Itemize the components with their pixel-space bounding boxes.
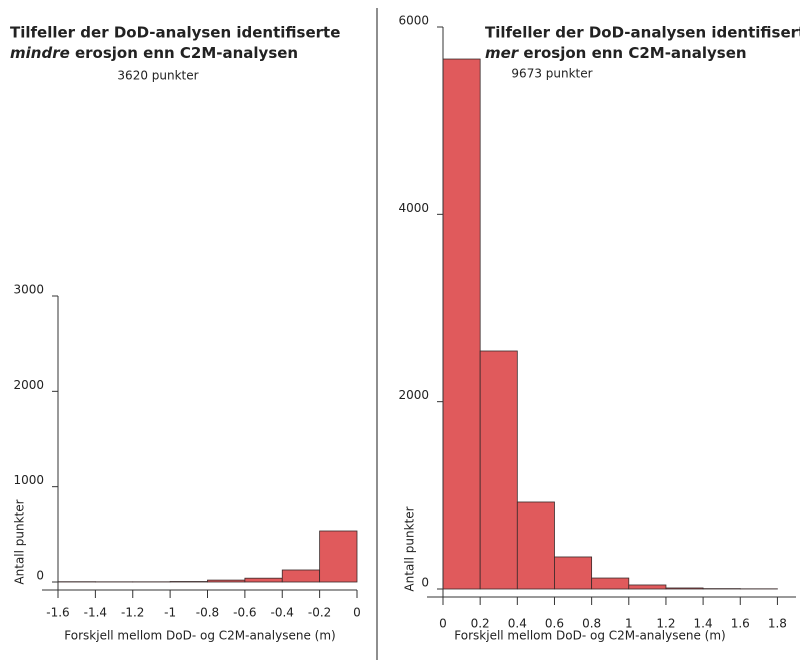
chart-title: Tilfeller der DoD-analysen identifiserte — [10, 24, 340, 42]
x-axis-label: Forskjell mellom DoD- og C2M-analysene (… — [64, 629, 335, 643]
x-tick-label: 1.2 — [656, 617, 675, 631]
x-tick-label: -0.2 — [308, 606, 331, 620]
y-tick-label: 6000 — [398, 14, 429, 28]
bar — [516, 501, 555, 590]
x-tick-label: 0.4 — [508, 617, 527, 631]
y-tick-label: 1000 — [13, 473, 44, 487]
bar — [319, 530, 358, 583]
x-axis-label: Forskjell mellom DoD- og C2M-analysene (… — [454, 629, 725, 643]
title-rest: erosjon enn C2M-analysen — [70, 44, 298, 62]
x-tick-label: 1.4 — [694, 617, 713, 631]
x-tick-label: -1 — [164, 606, 176, 620]
x-tick-label: -1.4 — [84, 606, 107, 620]
y-tick-label: 2000 — [13, 378, 44, 392]
y-tick-label: 2000 — [398, 388, 429, 402]
y-tick-label: 3000 — [13, 283, 44, 297]
title-emphasis: mer — [485, 44, 520, 62]
bar — [554, 556, 593, 590]
x-tick-label: 0.2 — [471, 617, 490, 631]
bar — [281, 569, 321, 583]
subtitle: 9673 punkter — [511, 67, 592, 81]
bar — [591, 577, 630, 590]
x-tick-label: -0.8 — [196, 606, 219, 620]
subtitle: 3620 punkter — [117, 69, 198, 83]
x-tick-label: 0 — [353, 606, 361, 620]
bar — [244, 577, 283, 583]
x-tick-label: 1 — [625, 617, 633, 631]
title-emphasis: mindre — [10, 44, 70, 62]
chart-title: mer erosjon enn C2M-analysen — [485, 44, 747, 62]
x-tick-label: -1.2 — [121, 606, 144, 620]
y-tick-label: 0 — [36, 569, 44, 583]
x-tick-label: 0.6 — [545, 617, 564, 631]
y-axis-label: Antall punkter — [403, 506, 417, 591]
x-tick-label: 1.8 — [768, 617, 787, 631]
chart-title: mindre erosjon enn C2M-analysen — [10, 44, 298, 62]
x-tick-label: -0.6 — [233, 606, 256, 620]
bar — [628, 584, 667, 590]
y-tick-label: 4000 — [398, 201, 429, 215]
y-axis-label: Antall punkter — [13, 499, 27, 584]
x-tick-label: 1.6 — [731, 617, 750, 631]
chart-title: Tilfeller der DoD-analysen identifiserte — [485, 24, 800, 42]
x-tick-label: 0.8 — [582, 617, 601, 631]
bar — [665, 587, 704, 590]
x-tick-label: -1.6 — [46, 606, 69, 620]
bar — [207, 579, 246, 583]
x-tick-label: 0 — [439, 617, 447, 631]
bar — [442, 58, 481, 590]
y-tick-label: 0 — [421, 576, 429, 590]
bar — [479, 350, 518, 590]
x-tick-label: -0.4 — [271, 606, 294, 620]
title-rest: erosjon enn C2M-analysen — [518, 44, 746, 62]
